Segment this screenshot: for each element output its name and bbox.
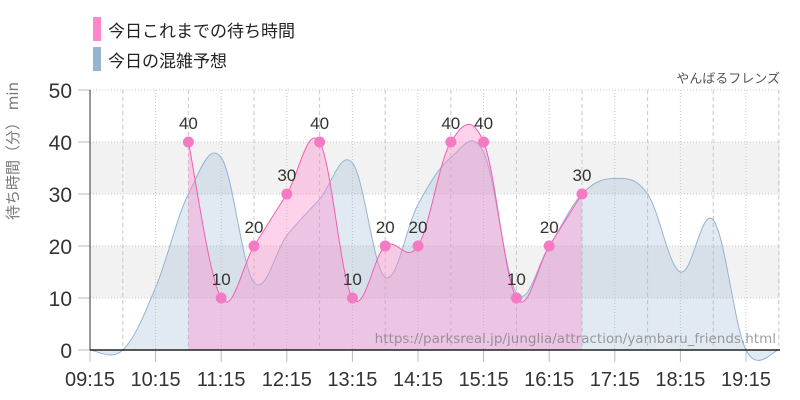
source-url-watermark: https://parksreal.jp/junglia/attraction/… <box>375 331 776 347</box>
x-tick-label: 17:15 <box>590 369 640 391</box>
data-label: 40 <box>179 114 198 133</box>
legend-swatch-blue <box>93 47 101 71</box>
data-label: 10 <box>343 270 362 289</box>
actual-data-point[interactable] <box>510 292 522 304</box>
y-tick-label: 20 <box>49 236 72 259</box>
data-label: 20 <box>409 218 428 237</box>
y-tick-label: 10 <box>49 288 72 311</box>
actual-data-point[interactable] <box>379 240 391 252</box>
data-label: 20 <box>540 218 559 237</box>
x-tick-label: 10:15 <box>131 369 181 391</box>
legend-label-forecast: 今日の混雑予想 <box>108 51 227 72</box>
x-tick-label: 14:15 <box>393 369 443 391</box>
data-label: 30 <box>573 166 592 185</box>
data-label: 40 <box>441 114 460 133</box>
actual-data-point[interactable] <box>346 292 358 304</box>
attraction-name: やんばるフレンズ <box>676 72 780 87</box>
y-tick-label: 40 <box>49 132 72 155</box>
y-tick-label: 30 <box>49 184 72 207</box>
actual-data-point[interactable] <box>248 240 260 252</box>
x-tick-label: 11:15 <box>197 369 246 391</box>
legend-item-actual[interactable]: 今日これまでの待ち時間 <box>93 14 295 44</box>
legend-swatch-pink <box>93 17 101 41</box>
x-tick-label: 18:15 <box>655 369 705 391</box>
data-label: 20 <box>245 218 264 237</box>
data-label: 40 <box>310 114 329 133</box>
data-label: 30 <box>277 166 296 185</box>
actual-data-point[interactable] <box>478 136 490 148</box>
y-tick-label: 0 <box>60 340 72 363</box>
actual-data-point[interactable] <box>412 240 424 252</box>
forecast-line <box>89 140 779 361</box>
data-label: 40 <box>474 114 493 133</box>
actual-data-point[interactable] <box>576 188 588 200</box>
grid-band <box>90 246 780 298</box>
data-label: 20 <box>376 218 395 237</box>
forecast-area <box>90 140 779 361</box>
x-tick-label: 19:15 <box>721 369 771 391</box>
actual-data-point[interactable] <box>314 136 326 148</box>
grid-band <box>90 142 780 194</box>
y-tick-label: 50 <box>49 80 72 103</box>
x-tick-label: 16:15 <box>524 369 574 391</box>
legend-item-forecast[interactable]: 今日の混雑予想 <box>93 44 295 74</box>
data-label: 10 <box>212 270 231 289</box>
legend: 今日これまでの待ち時間 今日の混雑予想 <box>93 14 295 74</box>
actual-data-point[interactable] <box>215 292 227 304</box>
actual-data-point[interactable] <box>281 188 293 200</box>
actual-area <box>188 124 582 350</box>
actual-data-point[interactable] <box>543 240 555 252</box>
actual-data-point[interactable] <box>182 136 194 148</box>
x-tick-label: 13:15 <box>327 369 377 391</box>
x-tick-label: 12:15 <box>262 369 312 391</box>
legend-label-actual: 今日これまでの待ち時間 <box>108 21 295 42</box>
data-label: 10 <box>507 270 526 289</box>
x-tick-label: 09:15 <box>65 369 115 391</box>
x-tick-label: 15:15 <box>459 369 509 391</box>
actual-data-point[interactable] <box>445 136 457 148</box>
